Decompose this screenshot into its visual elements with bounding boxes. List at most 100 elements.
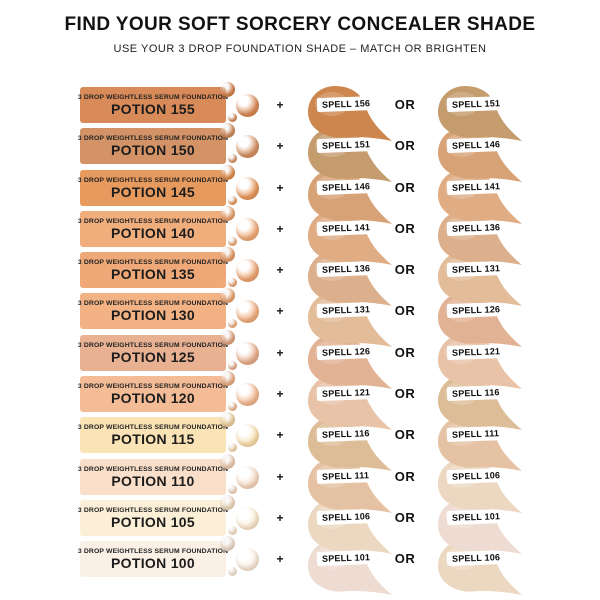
- or-label: OR: [394, 138, 416, 154]
- shade-row: 3 DROP WEIGHTLESS SERUM FOUNDATION POTIO…: [0, 288, 600, 334]
- foundation-shade-name: POTION 125: [111, 348, 195, 365]
- plus-sign: +: [276, 510, 284, 525]
- foundation-drop-icon: [236, 506, 259, 530]
- foundation-shade-name: POTION 100: [111, 555, 195, 572]
- foundation-shade-name: POTION 110: [111, 472, 195, 489]
- shade-row: 3 DROP WEIGHTLESS SERUM FOUNDATION POTIO…: [0, 329, 600, 376]
- foundation-drop-icon: [220, 82, 235, 97]
- foundation-drop-icon: [236, 424, 259, 448]
- foundation-drop-icon: [236, 259, 259, 283]
- plus-sign: +: [276, 221, 284, 236]
- plus-sign: +: [276, 552, 284, 567]
- plus-sign: +: [276, 98, 284, 112]
- foundation-drop-icon: [236, 176, 259, 200]
- foundation-drop-icon: [220, 247, 235, 263]
- concealer-smear-icon: [306, 85, 394, 143]
- foundation-product-label: 3 DROP WEIGHTLESS SERUM FOUNDATION: [77, 94, 229, 101]
- foundation-drop-icon: [228, 236, 237, 246]
- foundation-bar: 3 DROP WEIGHTLESS SERUM FOUNDATION POTIO…: [77, 499, 229, 536]
- foundation-bar: 3 DROP WEIGHTLESS SERUM FOUNDATION POTIO…: [77, 87, 229, 123]
- foundation-bar: 3 DROP WEIGHTLESS SERUM FOUNDATION POTIO…: [77, 210, 229, 247]
- foundation-product-label: 3 DROP WEIGHTLESS SERUM FOUNDATION: [77, 217, 229, 225]
- foundation-bar: 3 DROP WEIGHTLESS SERUM FOUNDATION POTIO…: [77, 417, 229, 454]
- foundation-drop-icon: [220, 536, 235, 552]
- foundation-product-label: 3 DROP WEIGHTLESS SERUM FOUNDATION: [77, 341, 229, 349]
- foundation-drop-icon: [220, 412, 235, 428]
- plus-sign: +: [276, 139, 284, 154]
- foundation-shade-name: POTION 135: [111, 266, 195, 283]
- shade-row: 3 DROP WEIGHTLESS SERUM FOUNDATION POTIO…: [0, 453, 600, 500]
- shade-row: 3 DROP WEIGHTLESS SERUM FOUNDATION POTIO…: [0, 494, 600, 541]
- foundation-drop-icon: [236, 465, 259, 489]
- spell-shade-label: SPELL 151: [446, 95, 506, 113]
- foundation-bar: 3 DROP WEIGHTLESS SERUM FOUNDATION POTIO…: [77, 293, 229, 330]
- foundation-drop-icon: [220, 453, 235, 469]
- shade-row: 3 DROP WEIGHTLESS SERUM FOUNDATION POTIO…: [0, 371, 600, 417]
- foundation-shade-name: POTION 145: [111, 183, 195, 200]
- foundation-product-label: 3 DROP WEIGHTLESS SERUM FOUNDATION: [77, 300, 229, 308]
- or-label: OR: [394, 468, 416, 484]
- foundation-product-label: 3 DROP WEIGHTLESS SERUM FOUNDATION: [77, 259, 229, 267]
- foundation-bar: 3 DROP WEIGHTLESS SERUM FOUNDATION POTIO…: [77, 252, 229, 289]
- foundation-bar: 3 DROP WEIGHTLESS SERUM FOUNDATION POTIO…: [77, 541, 229, 578]
- page-title: FIND YOUR SOFT SORCERY CONCEALER SHADE: [64, 14, 536, 35]
- foundation-product-label: 3 DROP WEIGHTLESS SERUM FOUNDATION: [77, 135, 229, 143]
- or-label: OR: [394, 262, 416, 278]
- foundation-drop-icon: [228, 154, 237, 164]
- or-label: OR: [394, 551, 416, 567]
- foundation-drop-icon: [220, 371, 235, 387]
- foundation-drop-icon: [228, 402, 237, 412]
- foundation-drop-icon: [236, 94, 259, 117]
- foundation-drop-icon: [220, 123, 235, 139]
- foundation-product-label: 3 DROP WEIGHTLESS SERUM FOUNDATION: [77, 465, 229, 473]
- foundation-bar: 3 DROP WEIGHTLESS SERUM FOUNDATION POTIO…: [77, 334, 229, 371]
- foundation-product-label: 3 DROP WEIGHTLESS SERUM FOUNDATION: [77, 506, 229, 514]
- shade-row: 3 DROP WEIGHTLESS SERUM FOUNDATION POTIO…: [0, 412, 600, 458]
- foundation-drop-icon: [220, 494, 235, 510]
- spell-shade-label: SPELL 156: [316, 95, 376, 113]
- foundation-shade-name: POTION 130: [111, 307, 195, 324]
- plus-sign: +: [276, 387, 284, 402]
- foundation-drop-icon: [228, 567, 237, 577]
- page-subtitle: USE YOUR 3 DROP FOUNDATION SHADE – MATCH…: [113, 43, 487, 55]
- plus-sign: +: [276, 263, 284, 278]
- foundation-drop-icon: [236, 217, 259, 241]
- foundation-product-label: 3 DROP WEIGHTLESS SERUM FOUNDATION: [77, 424, 229, 432]
- foundation-drop-icon: [228, 360, 237, 370]
- plus-sign: +: [276, 304, 284, 319]
- plus-sign: +: [276, 428, 284, 443]
- shade-row: 3 DROP WEIGHTLESS SERUM FOUNDATION POTIO…: [0, 164, 600, 211]
- foundation-bar: 3 DROP WEIGHTLESS SERUM FOUNDATION POTIO…: [77, 169, 229, 206]
- foundation-drop-icon: [236, 548, 259, 572]
- foundation-bar: 3 DROP WEIGHTLESS SERUM FOUNDATION POTIO…: [77, 458, 229, 495]
- shade-row: 3 DROP WEIGHTLESS SERUM FOUNDATION POTIO…: [0, 247, 600, 293]
- shade-row: 3 DROP WEIGHTLESS SERUM FOUNDATION POTIO…: [0, 205, 600, 252]
- foundation-drop-icon: [236, 341, 259, 365]
- foundation-drop-icon: [236, 300, 259, 324]
- or-label: OR: [394, 427, 416, 443]
- foundation-product-label: 3 DROP WEIGHTLESS SERUM FOUNDATION: [77, 176, 229, 184]
- shade-rows: 3 DROP WEIGHTLESS SERUM FOUNDATION POTIO…: [0, 82, 600, 583]
- foundation-drop-icon: [236, 383, 259, 407]
- foundation-drop-icon: [228, 278, 237, 288]
- or-label: OR: [394, 386, 416, 402]
- plus-sign: +: [276, 180, 284, 195]
- foundation-drop-icon: [228, 484, 237, 494]
- header: FIND YOUR SOFT SORCERY CONCEALER SHADE U…: [0, 14, 600, 55]
- foundation-shade-name: POTION 155: [111, 101, 195, 117]
- or-label: OR: [394, 509, 416, 525]
- match-shade-swatch: SPELL 156: [306, 85, 394, 143]
- or-label: OR: [394, 220, 416, 236]
- foundation-product-label: 3 DROP WEIGHTLESS SERUM FOUNDATION: [77, 548, 229, 556]
- foundation-product-label: 3 DROP WEIGHTLESS SERUM FOUNDATION: [77, 383, 229, 391]
- foundation-drop-icon: [228, 443, 237, 453]
- foundation-drop-icon: [228, 525, 237, 535]
- foundation-drop-icon: [220, 164, 235, 180]
- foundation-drop-icon: [228, 319, 237, 329]
- foundation-bar: 3 DROP WEIGHTLESS SERUM FOUNDATION POTIO…: [77, 376, 229, 413]
- foundation-drop-icon: [228, 195, 237, 205]
- or-label: OR: [394, 344, 416, 360]
- shade-row: 3 DROP WEIGHTLESS SERUM FOUNDATION POTIO…: [0, 82, 600, 128]
- foundation-shade-name: POTION 105: [111, 513, 195, 530]
